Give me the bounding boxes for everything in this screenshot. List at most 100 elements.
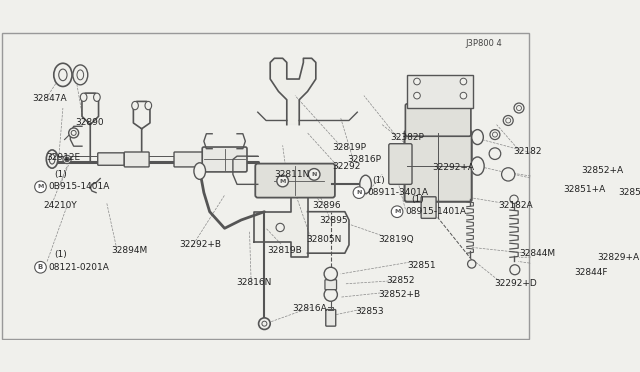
FancyBboxPatch shape	[3, 33, 529, 339]
Circle shape	[353, 187, 365, 198]
Ellipse shape	[59, 69, 67, 81]
Circle shape	[510, 265, 520, 275]
Text: 32292+B: 32292+B	[179, 240, 221, 249]
FancyBboxPatch shape	[405, 104, 471, 136]
Circle shape	[63, 155, 71, 164]
Circle shape	[506, 118, 511, 123]
Circle shape	[489, 148, 500, 160]
Text: 32844M: 32844M	[519, 248, 555, 258]
Circle shape	[35, 262, 46, 273]
Circle shape	[65, 157, 69, 161]
Text: 0B915-1401A: 0B915-1401A	[49, 182, 110, 191]
Text: 32852: 32852	[387, 276, 415, 285]
Circle shape	[492, 132, 497, 137]
Circle shape	[68, 128, 79, 138]
Circle shape	[490, 129, 500, 140]
Ellipse shape	[360, 175, 371, 193]
FancyBboxPatch shape	[174, 152, 205, 167]
Circle shape	[510, 195, 518, 203]
Circle shape	[503, 116, 513, 125]
FancyBboxPatch shape	[404, 131, 472, 202]
FancyBboxPatch shape	[255, 164, 335, 198]
Ellipse shape	[471, 157, 484, 175]
Text: 08915-1401A: 08915-1401A	[405, 207, 467, 216]
Text: 32853: 32853	[356, 307, 384, 316]
Circle shape	[460, 92, 467, 99]
Circle shape	[35, 181, 46, 193]
Text: 32182: 32182	[513, 147, 541, 155]
Text: (1): (1)	[411, 195, 424, 204]
Text: 32819B: 32819B	[268, 246, 303, 255]
Text: (1): (1)	[54, 250, 67, 259]
Text: 32896: 32896	[312, 201, 341, 211]
Circle shape	[308, 169, 320, 180]
Ellipse shape	[77, 70, 84, 80]
Polygon shape	[270, 58, 316, 125]
Circle shape	[502, 168, 515, 181]
Circle shape	[276, 223, 284, 232]
Text: 32292: 32292	[332, 161, 361, 171]
Text: 32819P: 32819P	[332, 143, 367, 153]
FancyBboxPatch shape	[421, 197, 436, 218]
Text: 32829+A: 32829+A	[598, 253, 640, 262]
Text: 32819Q: 32819Q	[378, 235, 413, 244]
Text: 24210Y: 24210Y	[44, 201, 77, 209]
Text: 32852+A: 32852+A	[581, 166, 623, 175]
Text: 08121-0201A: 08121-0201A	[49, 263, 109, 272]
FancyBboxPatch shape	[325, 280, 337, 290]
Text: 32811N: 32811N	[275, 170, 310, 179]
Text: 32816N: 32816N	[236, 278, 271, 287]
Ellipse shape	[73, 65, 88, 85]
Ellipse shape	[132, 102, 138, 110]
Circle shape	[413, 92, 420, 99]
Circle shape	[259, 318, 270, 330]
Polygon shape	[253, 187, 308, 257]
Text: 32805N: 32805N	[306, 235, 341, 244]
Circle shape	[324, 288, 337, 301]
Text: 32182A: 32182A	[499, 201, 533, 211]
Text: 32382P: 32382P	[390, 132, 424, 142]
Text: N: N	[312, 172, 317, 177]
Text: 32912E: 32912E	[46, 153, 81, 162]
Ellipse shape	[46, 150, 58, 168]
Text: M: M	[394, 209, 400, 214]
Ellipse shape	[93, 93, 100, 102]
Circle shape	[71, 131, 76, 135]
Circle shape	[460, 78, 467, 85]
Ellipse shape	[54, 63, 72, 86]
Circle shape	[468, 260, 476, 268]
Ellipse shape	[49, 154, 55, 164]
Text: 32851+A: 32851+A	[563, 185, 605, 194]
Text: 32816A: 32816A	[292, 304, 327, 313]
Circle shape	[516, 106, 522, 110]
FancyBboxPatch shape	[388, 144, 412, 185]
Text: 32844F: 32844F	[575, 268, 608, 277]
Ellipse shape	[472, 129, 483, 145]
Text: 32292+A: 32292+A	[432, 163, 474, 172]
FancyBboxPatch shape	[124, 152, 149, 167]
Text: 08911-3401A: 08911-3401A	[367, 188, 428, 197]
FancyBboxPatch shape	[326, 310, 336, 326]
Text: M: M	[37, 185, 44, 189]
Ellipse shape	[194, 163, 205, 179]
Text: 32847A: 32847A	[32, 94, 67, 103]
Text: 32894M: 32894M	[111, 246, 147, 255]
Text: 32890: 32890	[76, 118, 104, 128]
Text: 32816P: 32816P	[348, 155, 381, 164]
Text: N: N	[356, 190, 362, 195]
Text: 32851: 32851	[407, 261, 436, 270]
Circle shape	[413, 78, 420, 85]
Circle shape	[277, 175, 289, 187]
Text: J3P800 4: J3P800 4	[465, 39, 502, 48]
Circle shape	[324, 267, 337, 280]
Text: B: B	[38, 264, 43, 270]
FancyBboxPatch shape	[407, 75, 474, 108]
Text: 32292+D: 32292+D	[494, 279, 537, 288]
Text: (1): (1)	[54, 170, 67, 179]
Text: 32853: 32853	[618, 188, 640, 197]
Ellipse shape	[145, 102, 152, 110]
Circle shape	[514, 103, 524, 113]
Text: 32852+B: 32852+B	[378, 290, 420, 299]
Text: M: M	[280, 179, 286, 183]
Text: (1): (1)	[372, 176, 385, 185]
